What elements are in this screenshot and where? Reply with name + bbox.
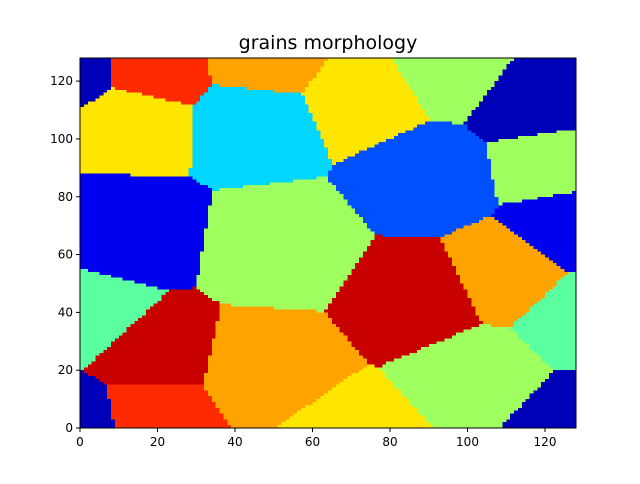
x-tick-label: 40 — [227, 435, 242, 449]
grain-map — [80, 58, 576, 428]
y-tick-label: 60 — [58, 248, 73, 262]
chart-title: grains morphology — [239, 32, 418, 54]
y-tick-label: 80 — [58, 190, 73, 204]
x-tick-label: 100 — [456, 435, 479, 449]
x-tick-label: 0 — [76, 435, 84, 449]
plot-frame — [79, 57, 577, 429]
plot-area — [80, 58, 576, 428]
y-tick-label: 20 — [58, 363, 73, 377]
x-tick-label: 20 — [150, 435, 165, 449]
y-tick-label: 120 — [50, 74, 73, 88]
y-tick-label: 40 — [58, 305, 73, 319]
x-axis: 0 20 40 60 80 100 120 — [76, 428, 556, 449]
x-tick-label: 120 — [534, 435, 557, 449]
y-tick-label: 100 — [50, 132, 73, 146]
x-tick-label: 60 — [305, 435, 320, 449]
x-tick-label: 80 — [382, 435, 397, 449]
y-tick-label: 0 — [65, 421, 73, 435]
y-axis: 0 20 40 60 80 100 120 — [50, 74, 80, 435]
